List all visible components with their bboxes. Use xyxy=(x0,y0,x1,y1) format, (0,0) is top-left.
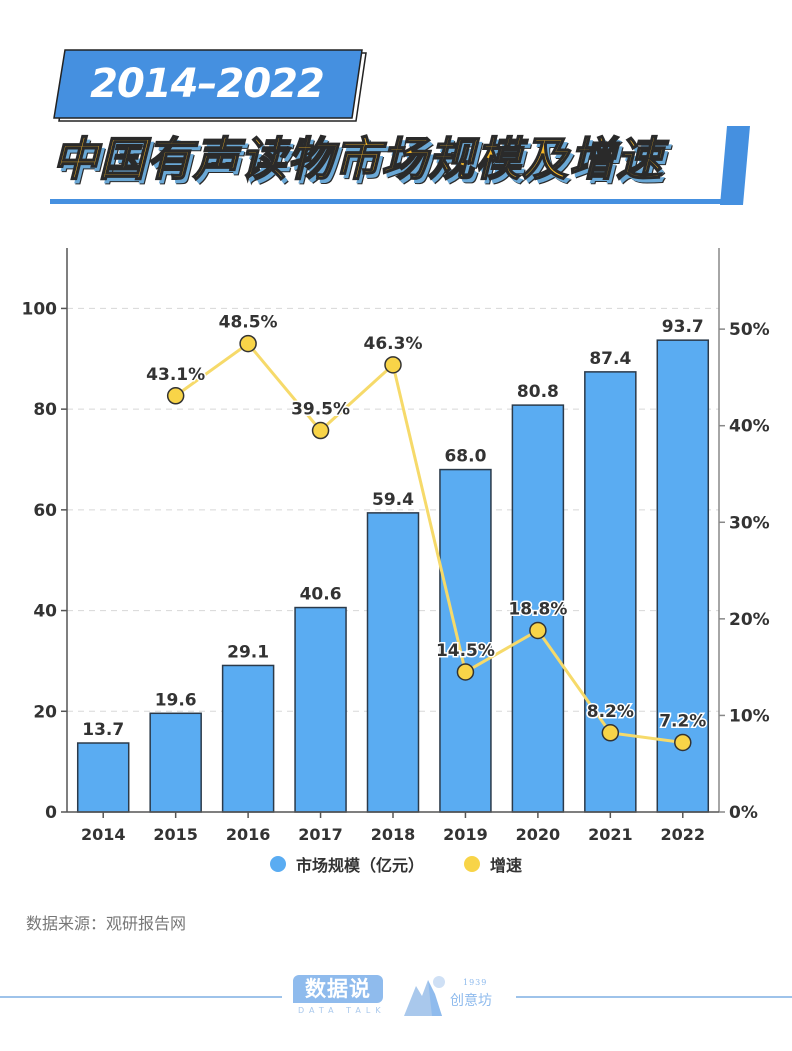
bar-label-2017: 40.6 xyxy=(300,585,342,605)
y-right-tick-label: 0% xyxy=(729,803,758,823)
bar-2019 xyxy=(439,468,492,813)
x-tick-label-2016: 2016 xyxy=(226,825,271,844)
growth-polyline xyxy=(174,341,683,744)
growth-point-2021 xyxy=(601,724,620,742)
growth-point-2020 xyxy=(529,621,547,640)
data-source: 数据来源：观研报告网 xyxy=(26,914,187,933)
growth-point-2018 xyxy=(384,356,402,374)
data-talk-logo-sub: DATA TALK xyxy=(298,1006,386,1015)
logo2-year: 1939 xyxy=(463,978,488,987)
bar-2015 xyxy=(149,712,202,813)
header-decoration xyxy=(50,49,750,205)
legend-label-growth: 增速 xyxy=(490,856,523,875)
growth-label-2021: 8.2% xyxy=(587,702,634,722)
bar-2017 xyxy=(294,606,347,813)
legend-dot-market-size xyxy=(269,856,286,872)
y-right-tick-label: 20% xyxy=(729,610,770,630)
year-range: 2014–2022 xyxy=(90,61,325,107)
bar-label-2019: 68.0 xyxy=(444,447,486,467)
bar-2016 xyxy=(221,664,275,813)
footer-line-right xyxy=(516,996,792,998)
header: 2014–2022 中国有声读物市场规模及增速 xyxy=(0,0,792,220)
bar-label-2022: 93.7 xyxy=(662,317,704,337)
x-tick-label-2019: 2019 xyxy=(443,825,488,844)
growth-label-2015: 43.1% xyxy=(146,365,205,385)
bar-2021 xyxy=(584,371,637,813)
y-left-tick-label: 60 xyxy=(33,501,57,521)
bar-label-2020: 80.8 xyxy=(517,382,559,402)
bar-label-2021: 87.4 xyxy=(589,349,631,369)
growth-label-2016: 48.5% xyxy=(219,313,278,333)
y-right-tick-label: 30% xyxy=(729,513,770,533)
y-right-tick-label: 50% xyxy=(729,320,770,340)
legend-item-growth[interactable]: 增速 xyxy=(464,852,522,876)
legend: 市场规模（亿元） 增速 xyxy=(0,852,792,876)
growth-label-2017: 39.5% xyxy=(291,400,350,420)
growth-point-2015 xyxy=(166,387,185,405)
title-side-bar xyxy=(720,126,750,205)
bar-2014 xyxy=(76,742,130,813)
y-left-tick-label: 0 xyxy=(45,803,57,823)
bars xyxy=(76,339,710,813)
growth-label-2022: 7.2% xyxy=(659,711,706,731)
y-left-tick-label: 20 xyxy=(33,702,57,722)
growth-point-2022 xyxy=(674,733,692,752)
footer-line-left xyxy=(0,996,282,998)
bar-2018 xyxy=(366,512,420,813)
growth-label-2019: 14.5% xyxy=(436,641,495,661)
y-left-tick-label: 100 xyxy=(22,299,58,319)
page-title: 中国有声读物市场规模及增速 xyxy=(51,131,663,187)
bar-label-2018: 59.4 xyxy=(372,490,414,510)
x-tick-label-2015: 2015 xyxy=(153,825,198,844)
x-tick-label-2014: 2014 xyxy=(81,825,126,844)
growth-point-2019 xyxy=(456,663,475,681)
x-tick-label-2021: 2021 xyxy=(588,825,633,844)
bar-label-2016: 29.1 xyxy=(227,642,269,662)
y-right-tick-label: 40% xyxy=(729,417,770,437)
legend-dot-growth xyxy=(464,856,480,872)
mountain-logo-icon xyxy=(404,976,445,1016)
axes: 0 20 40 60 80 100 0% 10% 20% 30% 40% 50% 2014 2015 201… xyxy=(22,248,770,844)
growth-label-2020: 18.8% xyxy=(508,599,567,619)
x-tick-label-2018: 2018 xyxy=(371,825,416,844)
title-underline xyxy=(50,199,726,204)
y-left-tick-label: 40 xyxy=(33,602,57,622)
x-tick-label-2020: 2020 xyxy=(516,825,561,844)
data-talk-logo: 数据说 xyxy=(293,975,383,1003)
bar-label-2014: 13.7 xyxy=(82,720,124,740)
y-right-tick-label: 10% xyxy=(729,706,770,726)
chart: 0 20 40 60 80 100 0% 10% 20% 30% 40% 50% 2014 2015 201… xyxy=(22,248,770,844)
legend-item-market-size[interactable]: 市场规模（亿元） xyxy=(269,852,424,876)
footer: 数据说 DATA TALK 1939 创意坊 xyxy=(0,968,792,1028)
x-tick-label-2017: 2017 xyxy=(298,825,343,844)
bar-label-2015: 19.6 xyxy=(155,690,197,710)
growth-point-2017 xyxy=(311,421,330,440)
x-tick-label-2022: 2022 xyxy=(661,825,706,844)
y-left-tick-label: 80 xyxy=(33,400,57,420)
legend-label-market-size: 市场规模（亿元） xyxy=(295,856,424,875)
growth-label-2018: 46.3% xyxy=(364,334,423,354)
growth-point-2016 xyxy=(239,334,257,353)
logo2-name: 创意坊 xyxy=(450,993,492,1009)
year-badge xyxy=(53,49,363,119)
data-labels: 13.7 19.6 29.1 40.6 59.4 68.0 80.8 87.4 93.7 43.1… xyxy=(82,311,708,740)
growth-line xyxy=(166,334,692,752)
